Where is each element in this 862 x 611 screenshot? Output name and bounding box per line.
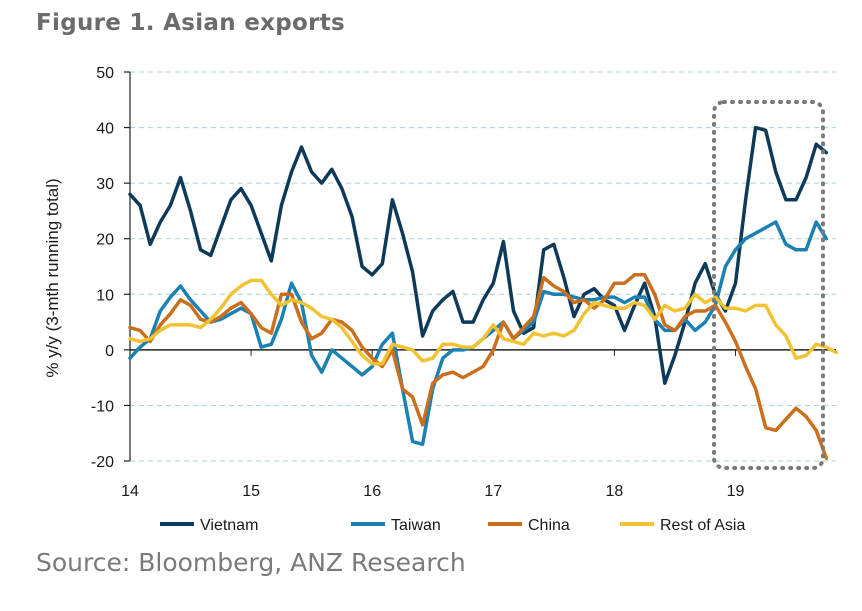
legend-label: Vietnam <box>200 517 258 534</box>
highlight-box-2019 <box>712 100 825 470</box>
y-tick-label: 0 <box>105 343 114 360</box>
figure-title: Figure 1. Asian exports <box>36 10 346 36</box>
y-tick-label: 20 <box>96 232 114 249</box>
x-tick-label: 17 <box>484 483 502 500</box>
legend-label: Taiwan <box>391 517 441 534</box>
series-layer <box>128 125 839 460</box>
x-tick-label: 14 <box>121 483 139 500</box>
series-line-rest-of-asia <box>128 278 839 366</box>
x-tick-label: 15 <box>242 483 260 500</box>
y-tick-label: 10 <box>96 287 114 304</box>
y-tick-label: 30 <box>96 176 114 193</box>
series-line-taiwan <box>128 220 829 447</box>
y-tick-label: -10 <box>91 398 114 415</box>
x-tick-label: 18 <box>605 483 623 500</box>
y-tick-label: -20 <box>91 454 114 471</box>
axis-layer <box>124 71 836 462</box>
series-line-china <box>128 273 829 460</box>
series-line-vietnam <box>128 125 829 385</box>
y-axis-title: % y/y (3-mth running total) <box>43 178 62 377</box>
grid-layer <box>130 71 836 462</box>
x-tick-label: 19 <box>727 483 745 500</box>
legend-label: China <box>528 517 570 534</box>
tick-label-layer: 50 40 30 20 10 0 -10 -20 14 15 16 17 18 19 <box>91 65 745 500</box>
legend: Vietnam Taiwan China Rest of Asia <box>160 517 745 534</box>
source-note: Source: Bloomberg, ANZ Research <box>36 548 466 577</box>
legend-label: Rest of Asia <box>660 517 745 534</box>
y-tick-label: 50 <box>96 65 114 82</box>
y-tick-label: 40 <box>96 121 114 138</box>
x-tick-label: 16 <box>363 483 381 500</box>
